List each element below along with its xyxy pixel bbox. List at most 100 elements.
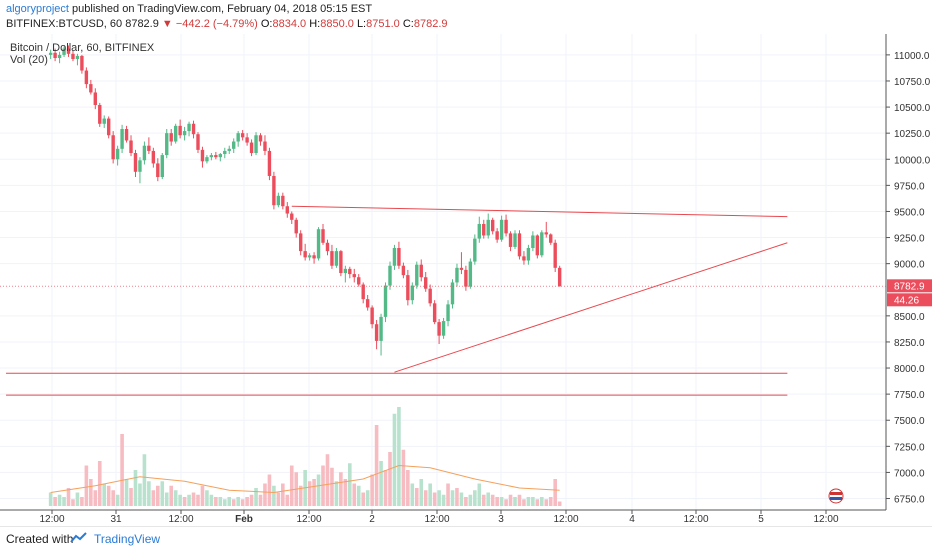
volume-bar: [481, 494, 486, 506]
low-value: 8751.0: [366, 18, 400, 30]
candle: [66, 45, 71, 57]
volume-bar: [410, 483, 415, 506]
volume-bar: [508, 494, 513, 506]
volume-bar: [62, 497, 66, 506]
candle: [89, 79, 93, 95]
volume-legend: Vol (20): [10, 54, 48, 66]
volume-bar: [316, 474, 321, 506]
candle-body: [147, 145, 151, 151]
volume-bar: [298, 485, 303, 506]
candle: [93, 88, 97, 110]
publish-line: algoryproject published on TradingView.c…: [6, 3, 372, 15]
candle-body: [258, 135, 263, 142]
volume-bar: [348, 463, 352, 506]
candle-body: [464, 269, 468, 287]
candle-body: [209, 155, 214, 158]
volume-bar: [218, 497, 223, 506]
volume-bar: [356, 485, 361, 506]
candle: [446, 300, 450, 327]
symbol-label: BITFINEX:BTCUSD, 60: [6, 18, 123, 30]
candle-body: [446, 304, 450, 322]
candle-body: [531, 235, 535, 248]
published-text: published on TradingView.com, February 0…: [72, 3, 373, 15]
candle-body: [290, 213, 294, 220]
volume-bar: [464, 497, 468, 506]
candle: [334, 247, 339, 268]
candle-body: [379, 316, 383, 341]
candle-body: [281, 195, 285, 207]
tradingview-brand-link[interactable]: TradingView: [94, 532, 161, 546]
candle-body: [196, 134, 200, 150]
volume-bar: [272, 485, 276, 506]
candle: [410, 282, 415, 305]
price-chart[interactable]: 6750.0 7000.0 7250.0 7500.0 7750.0 8000.0 8250…: [0, 34, 932, 526]
candle: [138, 157, 142, 184]
author-link[interactable]: algoryproject: [6, 3, 69, 15]
volume-bar: [343, 479, 348, 506]
candle: [339, 250, 343, 277]
volume-bar: [209, 494, 214, 506]
candle-body: [535, 235, 540, 256]
volume-bar: [370, 474, 374, 506]
volume-bar: [379, 461, 383, 506]
candle: [285, 202, 289, 218]
candle: [71, 50, 75, 62]
candle-body: [357, 277, 361, 285]
volume-bar: [84, 465, 89, 506]
candle-body: [459, 267, 464, 270]
candle: [468, 258, 473, 289]
price-tick-label: 10250.0: [894, 129, 931, 140]
candle: [303, 243, 307, 261]
trendline-support: [394, 242, 788, 373]
close-value: 8782.9: [413, 18, 448, 30]
volume-bar: [200, 485, 205, 506]
candle-body: [482, 223, 486, 236]
candle: [209, 153, 214, 161]
volume-bar: [406, 470, 410, 506]
volume-bar: [312, 479, 316, 506]
candle-body: [406, 275, 410, 301]
volume-bar: [450, 490, 455, 506]
volume-bar: [321, 465, 325, 506]
candle: [173, 123, 178, 144]
volume-bar: [513, 497, 517, 506]
candle: [397, 241, 401, 269]
candle-body: [557, 267, 562, 287]
candle: [517, 230, 522, 260]
created-with-text: Created with: [6, 532, 74, 546]
volume-bar: [227, 497, 232, 506]
volume-bar: [75, 492, 80, 506]
grid: [0, 34, 886, 510]
candle: [267, 147, 272, 181]
volume-bar: [446, 483, 450, 506]
candle: [352, 268, 356, 283]
candle: [490, 217, 495, 235]
price-tick-label: 8000.0: [894, 364, 925, 375]
candle: [406, 269, 410, 306]
candle: [227, 145, 231, 155]
candle: [557, 265, 562, 287]
candle-body: [468, 261, 473, 287]
candle-body: [66, 48, 71, 54]
trendline-resistance: [291, 205, 788, 218]
candle-body: [352, 274, 356, 278]
volume-bar: [178, 494, 182, 506]
volume-bar: [397, 407, 401, 506]
candle: [531, 231, 535, 252]
candle: [486, 213, 490, 239]
candle-body: [214, 155, 218, 158]
candle-body: [115, 148, 120, 160]
candle: [200, 146, 205, 168]
candle: [374, 320, 379, 350]
candle-body: [526, 247, 531, 261]
candle-body: [544, 232, 548, 235]
volume-bar: [205, 490, 209, 506]
candle-body: [218, 154, 223, 158]
candle-body: [549, 234, 553, 243]
candle-body: [432, 303, 437, 323]
price-axis: 6750.0 7000.0 7250.0 7500.0 7750.0 8000.0 8250…: [886, 51, 931, 506]
time-tick-label: 31: [110, 514, 122, 525]
candle: [392, 244, 397, 270]
volume-bar: [504, 499, 508, 506]
candle-body: [62, 48, 66, 55]
